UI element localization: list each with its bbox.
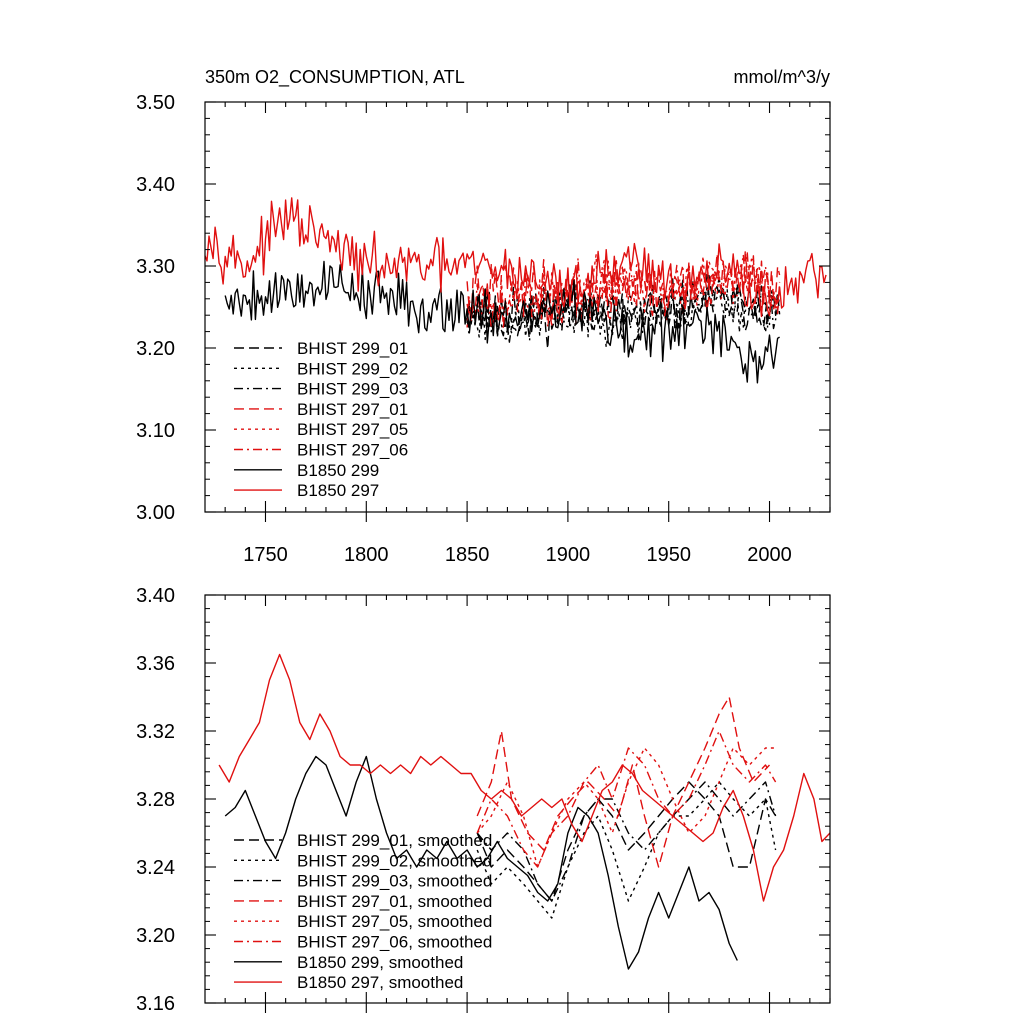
- legend-item: BHIST 299_02: [234, 359, 408, 378]
- y-tick-label: 3.10: [136, 420, 175, 442]
- series-line-1: [476, 781, 777, 902]
- plot-frame: [204, 101, 831, 513]
- legend-label: BHIST 299_01: [297, 339, 408, 358]
- legend-item: BHIST 299_03, smoothed: [234, 872, 492, 891]
- legend-label: BHIST 297_06, smoothed: [297, 933, 492, 952]
- plot-area: [218, 653, 830, 970]
- y-tick-label: 3.28: [136, 789, 175, 811]
- chart-title-right: mmol/m^3/y: [734, 67, 830, 87]
- series-line-7: [224, 755, 738, 970]
- legend-item: B1850 297, smoothed: [234, 973, 463, 992]
- x-tick-label: 2000: [747, 544, 792, 566]
- top-chart: 3.00 3.10 3.20 3.30 3.40 3.50 1750 1800 1850 1900…: [136, 92, 831, 566]
- legend-item: B1850 299: [234, 461, 379, 480]
- legend-label: BHIST 297_06: [297, 441, 408, 460]
- legend-label: BHIST 299_02: [297, 359, 408, 378]
- series-line-8: [205, 197, 827, 318]
- legend-item: B1850 299, smoothed: [234, 953, 463, 972]
- series-line-3: [466, 274, 781, 342]
- y-tick-label: 3.20: [136, 925, 175, 947]
- chart-title-left: 350m O2_CONSUMPTION, ATL: [205, 67, 465, 88]
- series-line-1: [466, 274, 781, 350]
- series-line-8: [218, 653, 830, 902]
- legend-label: BHIST 299_02, smoothed: [297, 851, 492, 870]
- series-line-3: [476, 781, 777, 902]
- series-line-5: [476, 747, 776, 868]
- legend-label: B1850 297, smoothed: [297, 973, 463, 992]
- legend-label: B1850 297: [297, 481, 379, 500]
- x-tick-label: 1800: [344, 544, 389, 566]
- series-line-2: [476, 781, 777, 919]
- y-tick-label: 3.24: [136, 857, 175, 879]
- legend-label: BHIST 299_03, smoothed: [297, 872, 492, 891]
- legend-label: BHIST 297_05, smoothed: [297, 912, 492, 931]
- y-tick-label: 3.40: [136, 174, 175, 196]
- y-tick-label: 3.16: [136, 993, 175, 1015]
- legend-item: BHIST 297_01, smoothed: [234, 892, 492, 911]
- legend-item: BHIST 297_06: [234, 441, 408, 460]
- series-line-7: [224, 260, 780, 384]
- plot-area: [205, 197, 827, 384]
- x-tick-label: 1900: [546, 544, 591, 566]
- legend-item: BHIST 297_01: [234, 400, 408, 419]
- legend-item: BHIST 297_05: [234, 420, 408, 439]
- y-tick-label: 3.40: [136, 585, 175, 607]
- y-tick-label: 3.32: [136, 721, 175, 743]
- y-tick-label: 3.50: [136, 92, 175, 114]
- bottom-chart: 3.16 3.20 3.24 3.28 3.32 3.36 3.40 BHIST 299_01…: [136, 585, 831, 1015]
- series-line-5: [466, 254, 781, 328]
- y-tick-label: 3.00: [136, 502, 175, 524]
- legend-label: BHIST 299_01, smoothed: [297, 831, 492, 850]
- legend-item: BHIST 297_06, smoothed: [234, 933, 492, 952]
- x-tick-label: 1950: [646, 544, 691, 566]
- legend-label: BHIST 297_05: [297, 420, 408, 439]
- legend-label: BHIST 297_01, smoothed: [297, 892, 492, 911]
- x-tick-label: 1750: [243, 544, 288, 566]
- legend-item: BHIST 299_03: [234, 380, 408, 399]
- legend-label: B1850 299: [297, 461, 379, 480]
- y-tick-label: 3.30: [136, 256, 175, 278]
- legend-label: BHIST 297_01: [297, 400, 408, 419]
- series-line-6: [476, 730, 777, 868]
- legend-item: BHIST 297_05, smoothed: [234, 912, 492, 931]
- legend-item: B1850 297: [234, 481, 379, 500]
- y-tick-label: 3.36: [136, 653, 175, 675]
- y-tick-label: 3.20: [136, 338, 175, 360]
- legend-item: BHIST 299_02, smoothed: [234, 851, 492, 870]
- legend-item: BHIST 299_01, smoothed: [234, 831, 492, 850]
- legend-item: BHIST 299_01: [234, 339, 408, 358]
- x-tick-label: 1850: [445, 544, 490, 566]
- series-line-4: [476, 696, 771, 868]
- legend-label: B1850 299, smoothed: [297, 953, 463, 972]
- legend-label: BHIST 299_03: [297, 380, 408, 399]
